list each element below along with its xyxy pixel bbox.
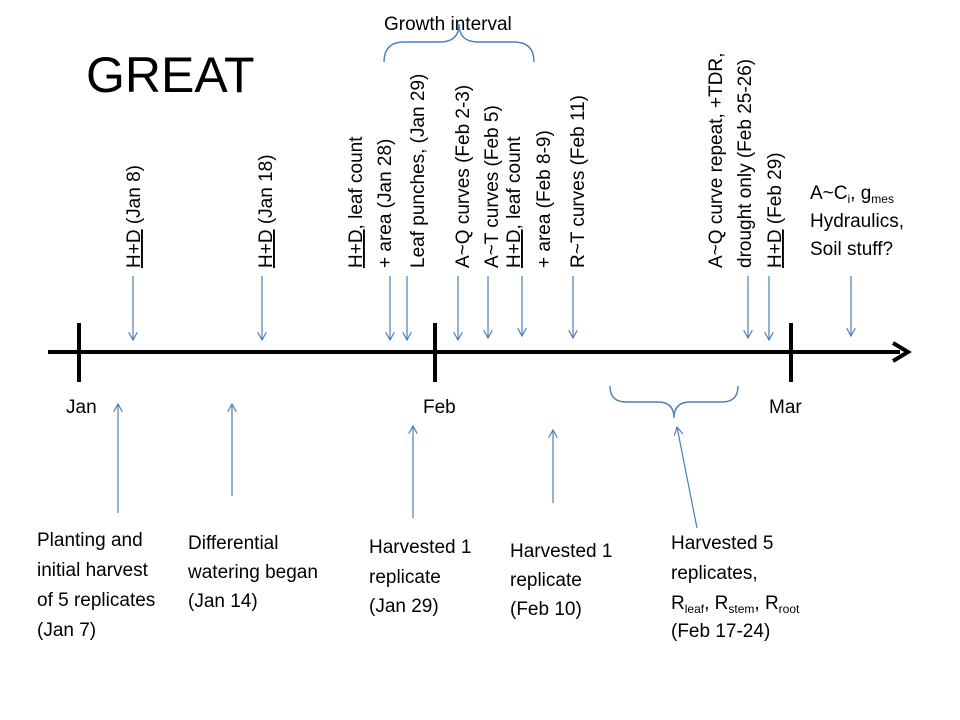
- svg-text:R~T curves (Feb 11): R~T curves (Feb 11): [568, 95, 589, 268]
- svg-text:A~T curves (Feb 5): A~T curves (Feb 5): [482, 105, 503, 268]
- svg-text:replicate: replicate: [369, 567, 441, 588]
- svg-text:Leaf punches, (Jan 29): Leaf punches, (Jan 29): [408, 74, 429, 268]
- svg-text:Harvested 1: Harvested 1: [510, 541, 612, 562]
- bottom-event-label: Harvested 5 replicates, Rleaf, Rstem, Rr…: [671, 533, 800, 642]
- top-event-label: A~Q curve repeat, +TDR, drought only (Fe…: [706, 53, 756, 268]
- top-event-label: H+D (Jan 18): [256, 154, 277, 268]
- svg-text:A~Q curves (Feb 2-3): A~Q curves (Feb 2-3): [453, 85, 474, 268]
- right-note-line-3: Soil stuff?: [810, 239, 893, 260]
- top-event-label: A~Q curves (Feb 2-3): [453, 85, 474, 268]
- top-event-label: R~T curves (Feb 11): [568, 95, 589, 268]
- top-event-label: H+D (Jan 8): [124, 165, 145, 268]
- month-label-mar: Mar: [769, 397, 802, 418]
- bottom-event-label: Harvested 1 replicate (Feb 10): [510, 541, 612, 620]
- svg-text:A~Q curve repeat, +TDR,: A~Q curve repeat, +TDR,: [706, 53, 727, 268]
- svg-text:(Jan 14): (Jan 14): [188, 591, 258, 612]
- top-event-label: H+D (Feb 29): [765, 152, 786, 268]
- timeline-arrowhead: [891, 341, 912, 363]
- svg-text:+ area (Jan 28): + area (Jan 28): [375, 139, 396, 268]
- svg-text:H+D (Jan 18): H+D (Jan 18): [256, 154, 277, 268]
- svg-text:(Jan 29): (Jan 29): [369, 596, 439, 617]
- svg-text:of 5 replicates: of 5 replicates: [37, 590, 155, 611]
- svg-text:Rleaf, Rstem, Rroot: Rleaf, Rstem, Rroot: [671, 593, 800, 616]
- svg-text:Harvested 5: Harvested 5: [671, 533, 773, 554]
- right-note-line-1: A~Ci, gmes: [810, 183, 894, 206]
- top-event-label: H+D, leaf count + area (Jan 28): [346, 136, 396, 268]
- harvest-range-brace: [609, 385, 739, 419]
- svg-text:replicates,: replicates,: [671, 563, 758, 584]
- svg-text:+ area (Feb 8-9): + area (Feb 8-9): [534, 130, 555, 268]
- svg-text:(Feb 10): (Feb 10): [510, 599, 582, 620]
- growth-interval-brace: [383, 23, 535, 63]
- svg-text:H+D (Jan 8): H+D (Jan 8): [124, 165, 145, 268]
- top-event-label: H+D, leaf count + area (Feb 8-9): [504, 130, 555, 268]
- event-arrow: [677, 427, 698, 529]
- bottom-event-label: Planting and initial harvest of 5 replic…: [37, 530, 155, 641]
- svg-text:(Feb 17-24): (Feb 17-24): [671, 621, 770, 642]
- svg-text:replicate: replicate: [510, 570, 582, 591]
- svg-text:H+D, leaf count: H+D, leaf count: [504, 136, 525, 268]
- top-event-label: Leaf punches, (Jan 29): [408, 74, 429, 268]
- bottom-event-label: Harvested 1 replicate (Jan 29): [369, 537, 471, 617]
- svg-text:Harvested 1: Harvested 1: [369, 537, 471, 558]
- svg-text:H+D, leaf count: H+D, leaf count: [346, 136, 367, 268]
- right-note-line-2: Hydraulics,: [810, 211, 904, 232]
- svg-text:Planting and: Planting and: [37, 530, 143, 551]
- top-event-label: A~T curves (Feb 5): [482, 105, 503, 268]
- page-title: GREAT: [86, 47, 255, 103]
- svg-text:drought only (Feb 25-26): drought only (Feb 25-26): [735, 59, 756, 268]
- bottom-event-label: Differential watering began (Jan 14): [187, 533, 318, 612]
- svg-text:watering began: watering began: [187, 562, 318, 583]
- svg-text:H+D (Feb 29): H+D (Feb 29): [765, 152, 786, 268]
- month-label-feb: Feb: [423, 397, 456, 418]
- svg-text:initial harvest: initial harvest: [37, 560, 149, 581]
- growth-interval-label: Growth interval: [384, 14, 512, 35]
- month-label-jan: Jan: [66, 397, 97, 418]
- svg-text:(Jan 7): (Jan 7): [37, 620, 96, 641]
- svg-text:Differential: Differential: [188, 533, 278, 554]
